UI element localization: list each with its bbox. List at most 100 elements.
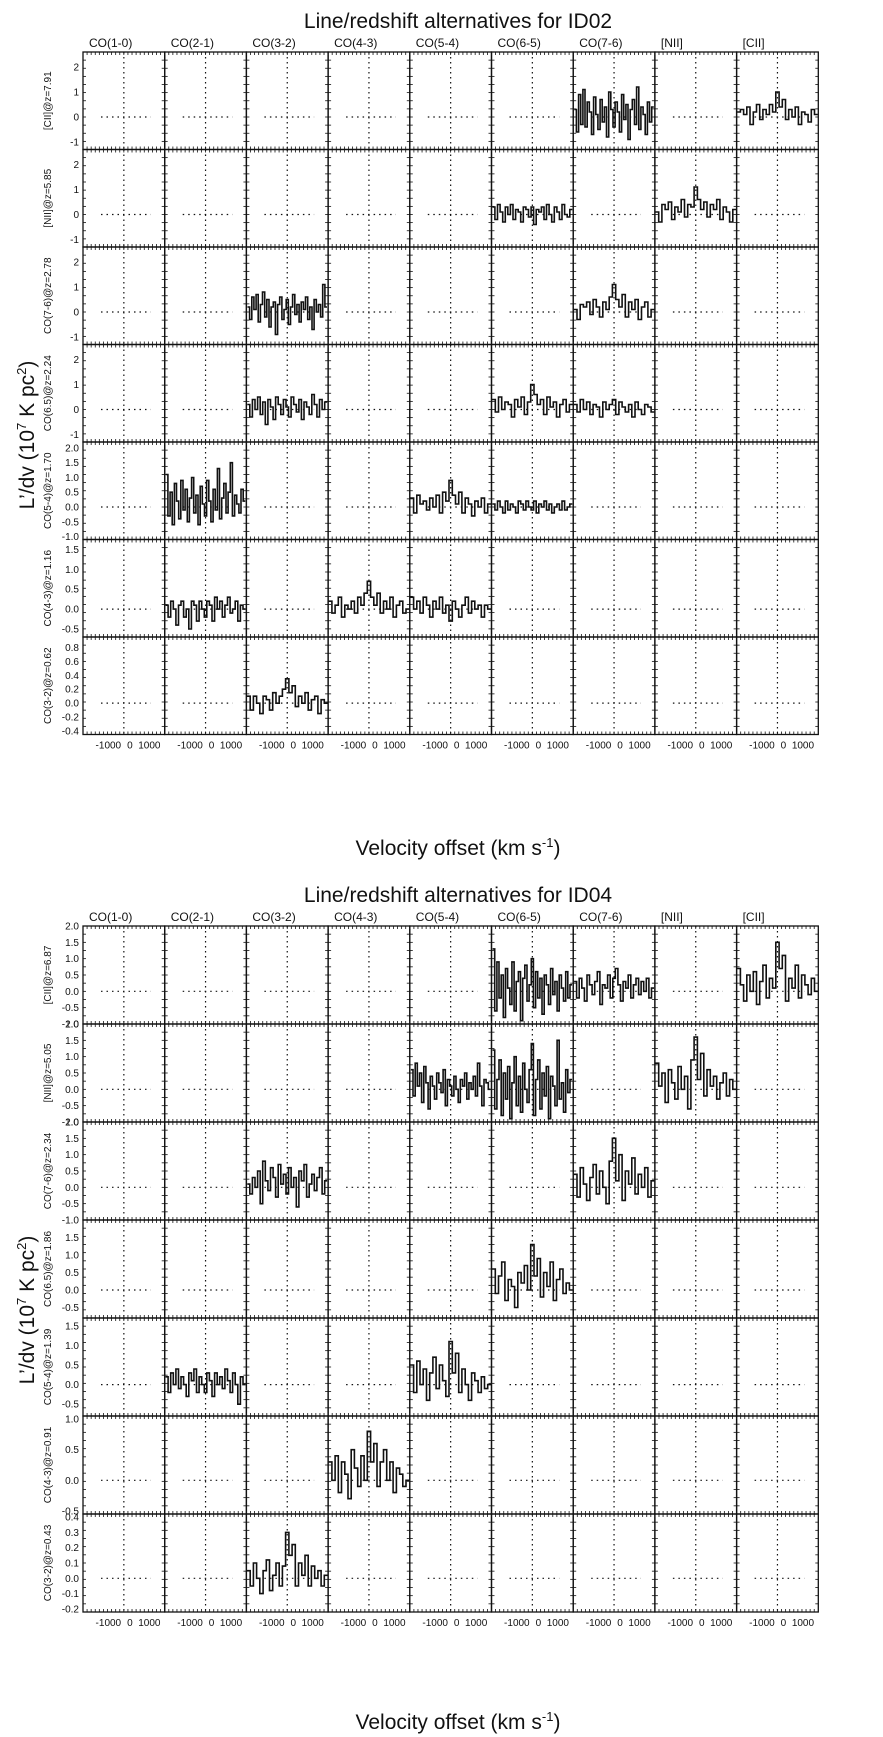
row-label: CO(5-4)@z=1.70 bbox=[43, 452, 54, 529]
panel-frame bbox=[327, 148, 411, 248]
x-tick-label: 1000 bbox=[792, 741, 815, 752]
panel-frame bbox=[490, 148, 574, 248]
y-tick-label: 1 bbox=[73, 380, 79, 391]
panel bbox=[735, 51, 819, 151]
panel-frame bbox=[572, 538, 656, 638]
row-label: [CII]@z=6.87 bbox=[43, 945, 54, 1004]
panel-frame bbox=[490, 538, 574, 638]
y-tick-label: 2 bbox=[73, 355, 79, 366]
y-tick-label: 2 bbox=[73, 160, 79, 171]
panel-frame bbox=[164, 246, 248, 346]
column-label: CO(2-1) bbox=[171, 36, 214, 50]
y-tick-label: 0.5 bbox=[65, 585, 79, 596]
panel-frame bbox=[327, 51, 411, 151]
y-tick-label: 1 bbox=[73, 185, 79, 196]
panel-frame bbox=[654, 538, 738, 638]
panel bbox=[409, 246, 493, 346]
spectrum-line bbox=[165, 461, 246, 526]
panel bbox=[164, 148, 248, 248]
panel-frame bbox=[164, 343, 248, 443]
panel-frame bbox=[327, 1023, 411, 1123]
y-label-mid: K pc bbox=[16, 375, 39, 423]
y-tick-label: 0.0 bbox=[65, 987, 79, 998]
y-tick-label: 0 bbox=[73, 113, 79, 124]
panel-row: [NII]@z=5.05 -1.0 -0.5 0.0 0.5 1.0 1.5 2.0 bbox=[43, 1020, 819, 1129]
panel bbox=[409, 441, 493, 541]
x-tick-label: -1000 bbox=[96, 741, 122, 752]
y-tick-label: 0 bbox=[73, 405, 79, 416]
y-tick-label: 1.0 bbox=[65, 565, 79, 576]
x-tick-label: 1000 bbox=[302, 741, 325, 752]
y-tick-label: 1.0 bbox=[65, 473, 79, 484]
panel bbox=[490, 636, 574, 736]
panel-row: CO(6.5)@z=2.24 -1 0 1 2 bbox=[43, 343, 819, 443]
panel-frame bbox=[409, 148, 493, 248]
row-label: CO(7-6)@z=2.78 bbox=[43, 257, 54, 334]
panel bbox=[735, 148, 819, 248]
y-tick-label: 0.5 bbox=[65, 488, 79, 499]
panel bbox=[654, 51, 738, 151]
panel-frame bbox=[735, 441, 819, 541]
column-label: CO(4-3) bbox=[334, 910, 377, 924]
x-tick-label: 0 bbox=[372, 741, 378, 752]
panel-row: [CII]@z=7.91 -1 0 1 2 bbox=[43, 51, 819, 151]
panel bbox=[572, 343, 656, 443]
panel bbox=[572, 246, 656, 346]
spectrum-line bbox=[246, 678, 328, 715]
x-tick-label: -1000 bbox=[504, 741, 530, 752]
panel-frame bbox=[409, 343, 493, 443]
panel-frame bbox=[82, 51, 166, 151]
panel bbox=[82, 51, 166, 151]
panel-frame bbox=[327, 636, 411, 736]
y-tick-label: 2 bbox=[73, 258, 79, 269]
panel bbox=[245, 148, 329, 248]
panel bbox=[164, 925, 248, 1025]
x-tick-label: 0 bbox=[209, 741, 215, 752]
y-tick-label: 0 bbox=[73, 210, 79, 221]
y-tick-label: 0.4 bbox=[65, 671, 79, 682]
panel bbox=[82, 925, 166, 1025]
panel bbox=[490, 343, 574, 443]
y-tick-label: -1 bbox=[70, 430, 79, 441]
panel bbox=[654, 441, 738, 541]
panel-row: CO(5-4)@z=1.70 -1.0 -0.5 0.0 0.5 1.0 1.5 2.0 bbox=[43, 441, 819, 543]
figure-id02: Line/redshift alternatives for ID02 CO(1… bbox=[14, 10, 819, 860]
panel-frame bbox=[735, 51, 819, 151]
y-tick-label: 1.5 bbox=[65, 1036, 79, 1047]
panel bbox=[82, 1023, 166, 1123]
panel-frame bbox=[164, 636, 248, 736]
column-label: CO(7-6) bbox=[579, 36, 622, 50]
panel bbox=[735, 538, 819, 638]
x-tick-label: 0 bbox=[536, 741, 542, 752]
x-tick-label: 1000 bbox=[628, 741, 651, 752]
panel-frame bbox=[164, 925, 248, 1025]
panel bbox=[572, 441, 656, 541]
panel bbox=[327, 538, 411, 638]
panel bbox=[409, 925, 493, 1025]
spectrum-line bbox=[655, 186, 737, 223]
panel bbox=[654, 246, 738, 346]
panel bbox=[735, 636, 819, 736]
chart-title: Line/redshift alternatives for ID02 bbox=[304, 10, 612, 33]
panel-frame bbox=[654, 148, 738, 248]
panel-frame bbox=[164, 538, 248, 638]
panel bbox=[654, 636, 738, 736]
x-label-end: ) bbox=[553, 837, 560, 860]
y-tick-label: 0.8 bbox=[65, 643, 79, 654]
panel-frame bbox=[164, 51, 248, 151]
panel-frame bbox=[735, 148, 819, 248]
column-label: [NII] bbox=[661, 910, 683, 924]
panel-row: CO(7-6)@z=2.78 -1 0 1 2 bbox=[43, 246, 819, 346]
panel bbox=[164, 51, 248, 151]
spectrum-line bbox=[574, 86, 654, 141]
y-tick-label: -0.2 bbox=[62, 713, 80, 724]
panel-frame bbox=[327, 343, 411, 443]
panel-frame bbox=[327, 441, 411, 541]
x-tick-label: -1000 bbox=[586, 741, 612, 752]
y-tick-label: 0.0 bbox=[65, 1085, 79, 1096]
spectrum-line bbox=[328, 580, 410, 618]
x-tick-label: -1000 bbox=[341, 741, 367, 752]
x-tick-label: 0 bbox=[699, 741, 705, 752]
panel bbox=[327, 925, 411, 1025]
panel-frame bbox=[327, 925, 411, 1025]
